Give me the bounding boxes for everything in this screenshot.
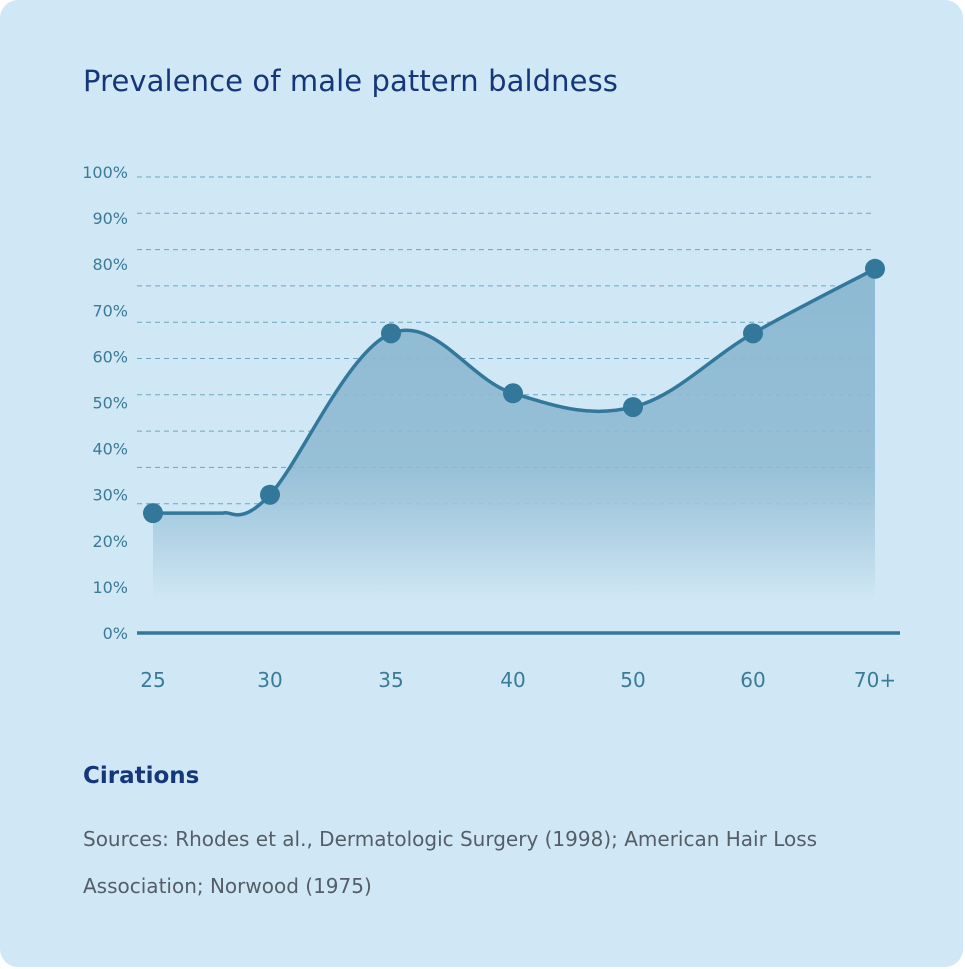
y-tick-label: 90% [92,209,128,228]
x-tick-label: 70+ [854,668,896,692]
y-tick-label: 0% [103,624,128,643]
x-tick-label: 30 [257,668,282,692]
citations-heading: Cirations [83,763,200,789]
data-point [503,383,523,404]
data-point [143,503,163,524]
x-tick-label: 50 [620,668,645,692]
y-tick-label: 80% [92,255,128,274]
x-tick-label: 60 [740,668,765,692]
x-tick-label: 40 [500,668,525,692]
area-chart: 0% 10% 20% 30% 40% 50% 60% 70% 80% 90% 100% 25 30 35 4… [82,163,900,692]
data-point [743,323,763,344]
data-point [260,484,280,505]
citations-text: Sources: Rhodes et al., Dermatologic Sur… [83,827,818,898]
y-tick-label: 40% [92,440,128,459]
chart-title: Prevalence of male pattern baldness [83,64,618,98]
y-tick-label: 100% [82,163,128,182]
data-point [381,323,401,344]
data-point [623,397,643,418]
data-point [865,258,885,279]
y-tick-label: 60% [92,347,128,366]
y-tick-label: 50% [92,394,128,413]
x-tick-label: 25 [140,668,165,692]
y-tick-label: 70% [92,301,128,320]
y-tick-label: 30% [92,486,128,505]
y-tick-label: 10% [92,578,128,597]
x-tick-label: 35 [378,668,403,692]
y-tick-label: 20% [92,532,128,551]
area-fill [153,268,875,600]
